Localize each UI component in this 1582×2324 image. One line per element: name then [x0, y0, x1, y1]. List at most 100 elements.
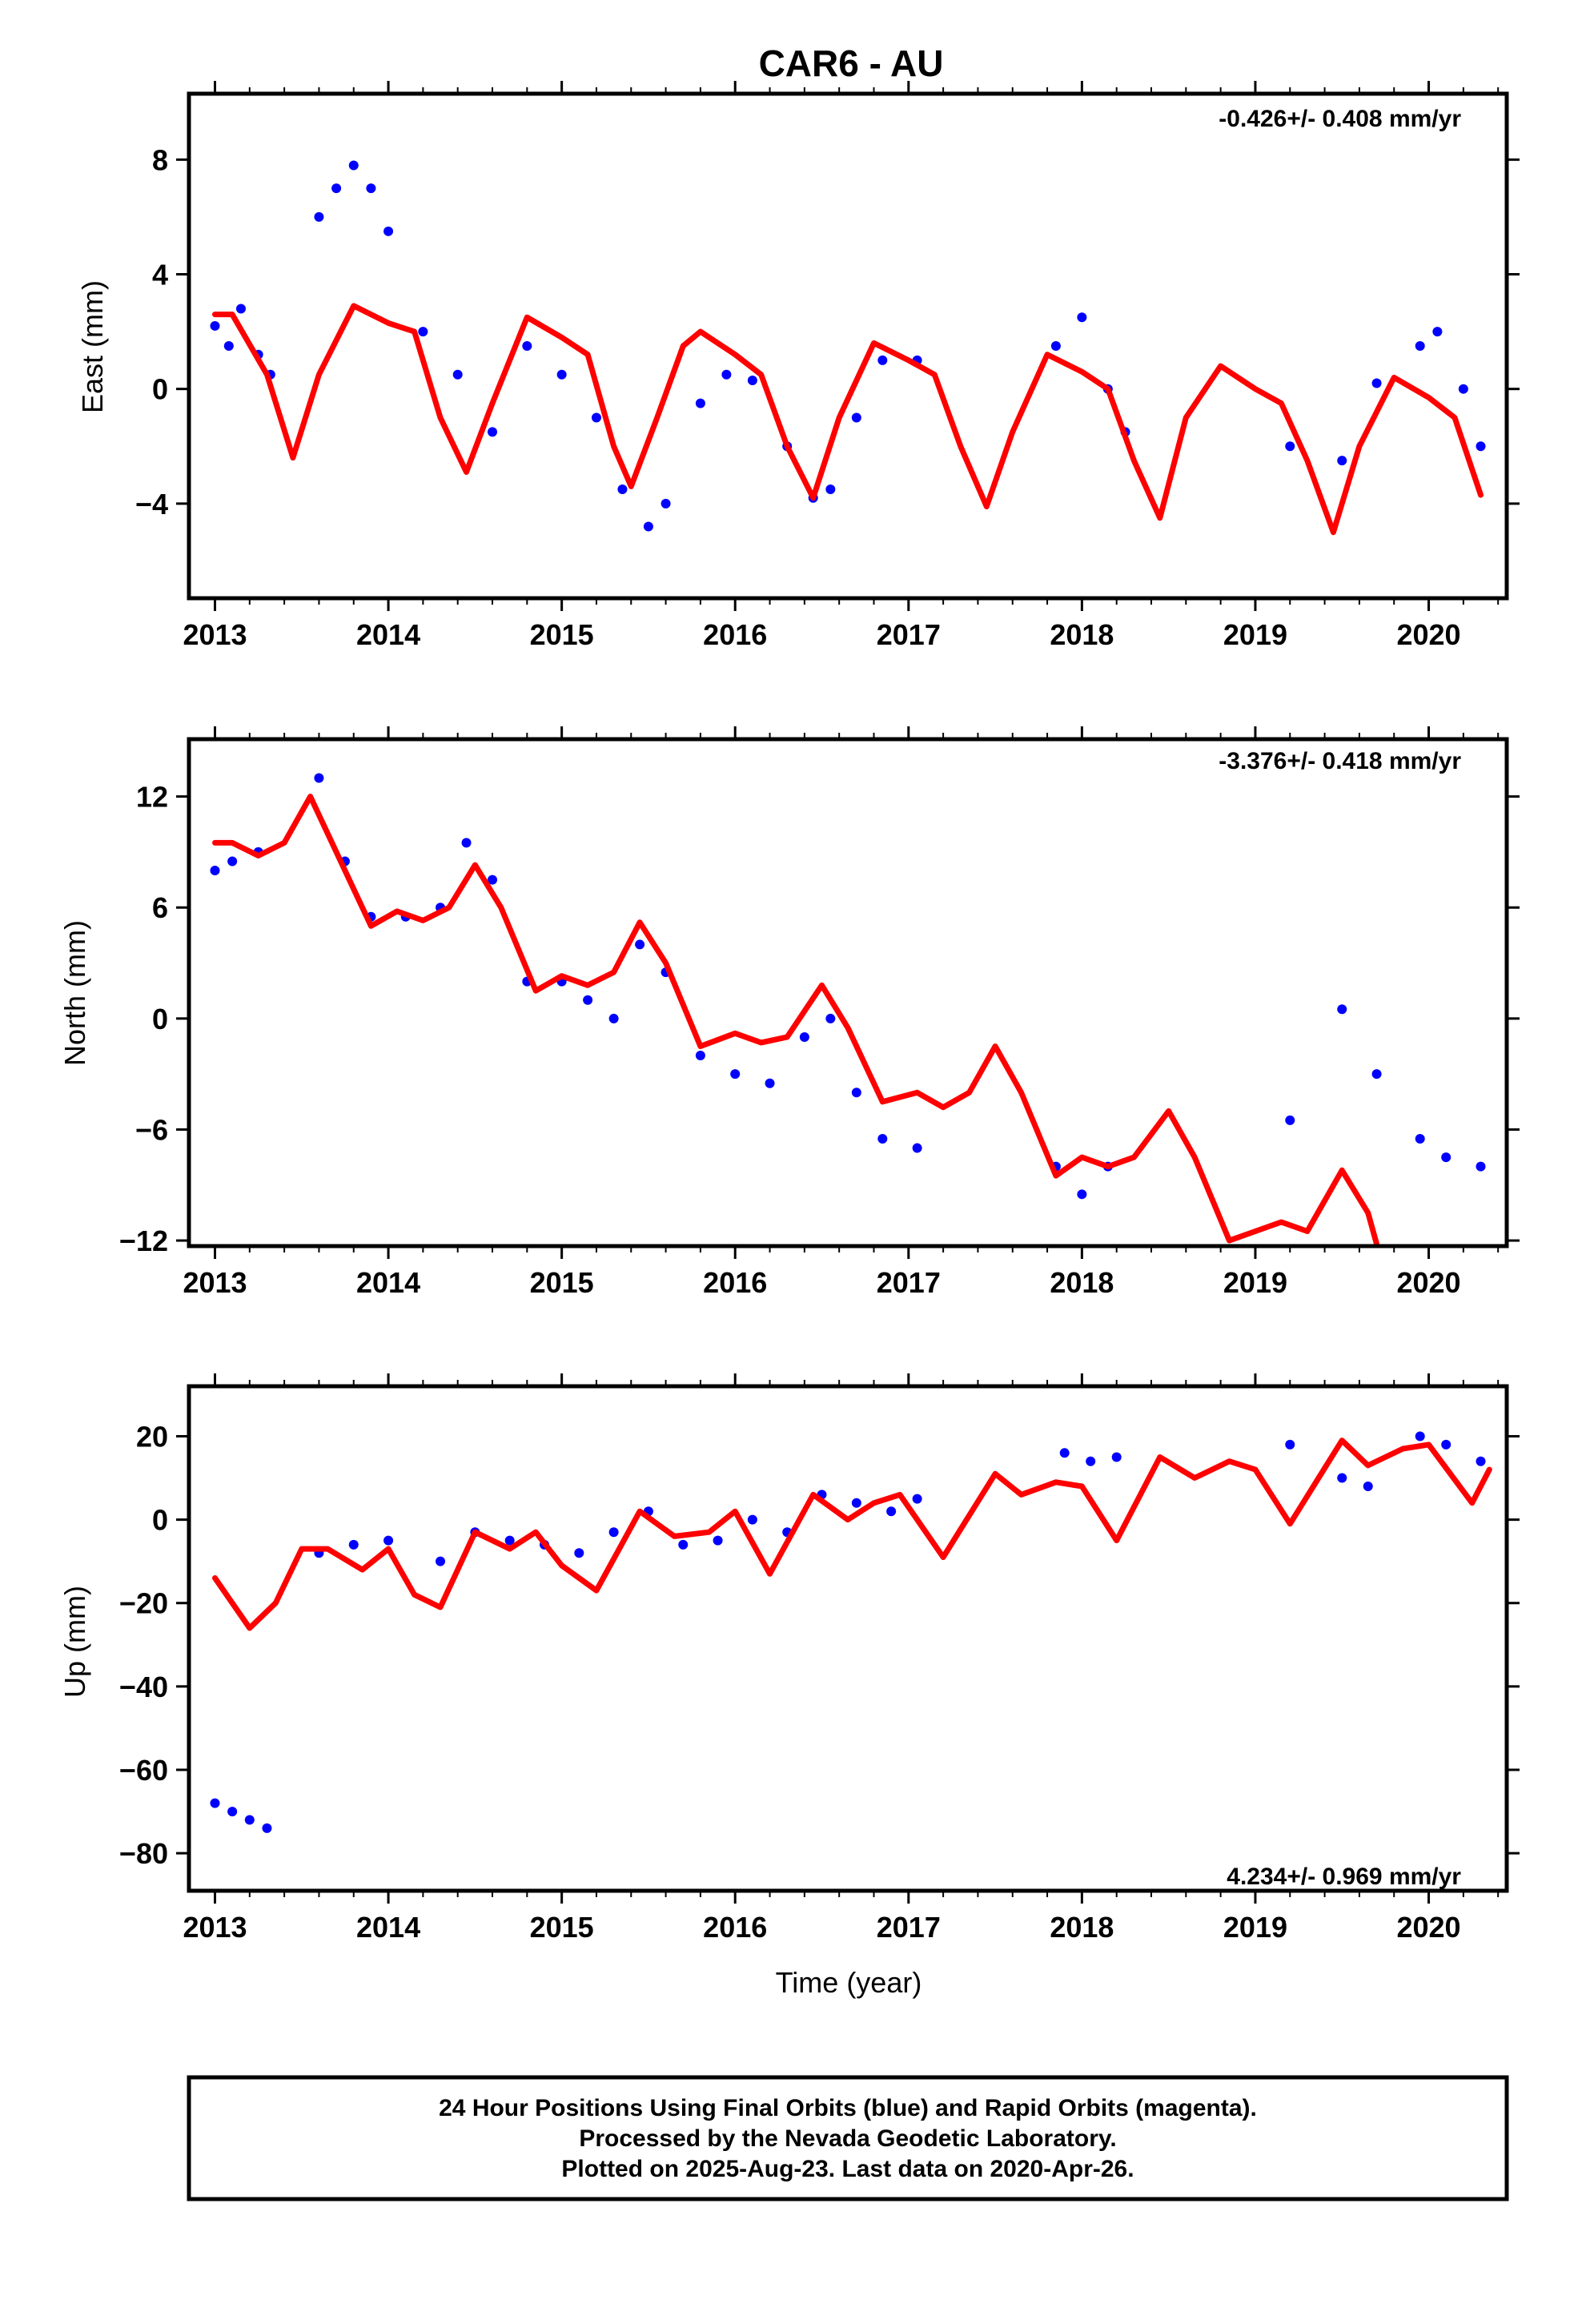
north-data-point: [488, 875, 498, 885]
footer-line-3: Plotted on 2025-Aug-23. Last data on 202…: [561, 2156, 1134, 2182]
up-x-tick-label: 2020: [1396, 1911, 1460, 1944]
east-panel: -0.426+/- 0.408 mm/yr East (mm) 2013 2014…: [76, 81, 1520, 651]
north-data-point: [1371, 1069, 1382, 1080]
east-data-point: [1077, 312, 1087, 323]
up-x-tick-label: 2014: [356, 1911, 420, 1944]
east-x-tick-label: 2016: [703, 618, 767, 651]
north-data-point: [1415, 1134, 1425, 1144]
up-observations: [210, 1431, 1486, 1833]
east-data-point: [1285, 441, 1295, 452]
east-data-point: [1337, 456, 1347, 466]
up-data-point: [244, 1815, 255, 1825]
north-observations: [210, 773, 1486, 1200]
up-data-point: [678, 1539, 689, 1550]
up-y-tick-label: 20: [136, 1420, 168, 1453]
north-x-tick-label: 2017: [877, 1266, 941, 1299]
up-data-point: [713, 1535, 723, 1546]
east-data-point: [1458, 384, 1468, 394]
up-data-point: [886, 1506, 897, 1517]
north-data-point: [1441, 1152, 1452, 1163]
up-model-curve: [212, 1437, 1492, 1631]
east-y-tick-label: 8: [152, 143, 168, 176]
north-data-point: [635, 939, 645, 950]
north-data-point: [1337, 1004, 1347, 1015]
north-data-point: [608, 1013, 619, 1023]
north-data-point: [695, 1051, 705, 1061]
up-data-point: [1337, 1473, 1347, 1483]
up-x-tick-label: 2019: [1223, 1911, 1287, 1944]
east-data-point: [235, 304, 246, 314]
east-data-point: [1050, 341, 1061, 351]
footer-line-2: Processed by the Nevada Geodetic Laborat…: [579, 2125, 1116, 2152]
up-data-point: [851, 1498, 861, 1508]
up-x-tick-label: 2015: [530, 1911, 594, 1944]
north-x-tick-label: 2015: [530, 1266, 594, 1299]
east-y-tick-label: 0: [152, 373, 168, 406]
up-x-tick-label: 2018: [1050, 1911, 1114, 1944]
up-x-tick-label: 2017: [877, 1911, 941, 1944]
east-data-point: [331, 183, 342, 194]
north-rate-label: -3.376+/- 0.418 mm/yr: [1219, 748, 1461, 774]
north-data-point: [877, 1134, 888, 1144]
east-data-point: [418, 327, 428, 337]
footer-box: [187, 2075, 1509, 2201]
east-plot-frame: [187, 91, 1509, 601]
up-data-point: [1086, 1456, 1096, 1466]
north-data-point: [227, 856, 238, 866]
up-y-tick-label: −20: [119, 1587, 168, 1620]
up-data-point: [227, 1807, 238, 1817]
north-panel: -3.376+/- 0.418 mm/yr North (mm) 2013 201…: [58, 726, 1520, 1299]
east-data-point: [591, 412, 601, 423]
up-data-point: [1441, 1439, 1452, 1449]
up-data-point: [348, 1539, 359, 1550]
east-data-point: [1371, 378, 1382, 388]
north-y-axis-label: North (mm): [58, 920, 91, 1066]
north-y-tick-label: −6: [135, 1113, 168, 1146]
east-x-tick-label: 2013: [183, 618, 247, 651]
north-data-point: [1077, 1189, 1087, 1200]
up-y-axis-label: Up (mm): [58, 1586, 91, 1698]
up-y-tick-label: 0: [152, 1504, 168, 1537]
north-data-point: [210, 866, 220, 876]
north-y-tick-label: 12: [136, 781, 168, 814]
east-x-tick-label: 2014: [356, 618, 420, 651]
north-data-point: [765, 1078, 775, 1088]
north-plot-frame: [187, 737, 1509, 1248]
north-x-tick-label: 2019: [1223, 1266, 1287, 1299]
east-rate-label: -0.426+/- 0.408 mm/yr: [1219, 106, 1461, 132]
north-model-curve: [212, 794, 1380, 1246]
east-data-point: [661, 498, 671, 509]
east-data-point: [348, 160, 359, 171]
east-model-curve: [212, 303, 1484, 536]
east-y-tick-label: 4: [152, 259, 168, 292]
east-data-point: [825, 484, 836, 494]
up-y-tick-label: −40: [119, 1671, 168, 1703]
north-x-tick-label: 2018: [1050, 1266, 1114, 1299]
east-data-point: [452, 369, 463, 380]
east-data-point: [383, 226, 394, 236]
east-data-point: [488, 427, 498, 437]
north-y-tick-label: 6: [152, 891, 168, 924]
north-data-point: [1476, 1161, 1486, 1172]
north-data-point: [730, 1069, 741, 1080]
up-y-tick-label: −60: [119, 1754, 168, 1787]
east-data-point: [617, 484, 628, 494]
footer-line-1: 24 Hour Positions Using Final Orbits (bl…: [439, 2095, 1257, 2121]
east-data-point: [223, 341, 234, 351]
up-data-point: [912, 1494, 922, 1504]
up-data-point: [436, 1556, 446, 1566]
up-data-point: [1415, 1431, 1425, 1441]
up-data-point: [1111, 1452, 1122, 1462]
north-y-tick-label: 0: [152, 1003, 168, 1035]
up-data-point: [504, 1535, 515, 1546]
north-data-point: [461, 838, 472, 848]
up-data-point: [747, 1514, 757, 1525]
up-data-point: [1363, 1481, 1373, 1491]
east-data-point: [643, 521, 653, 532]
north-x-tick-label: 2016: [703, 1266, 767, 1299]
north-y-tick-label: −12: [119, 1224, 168, 1257]
east-data-point: [1415, 341, 1425, 351]
north-x-tick-label: 2013: [183, 1266, 247, 1299]
east-data-point: [366, 183, 376, 194]
